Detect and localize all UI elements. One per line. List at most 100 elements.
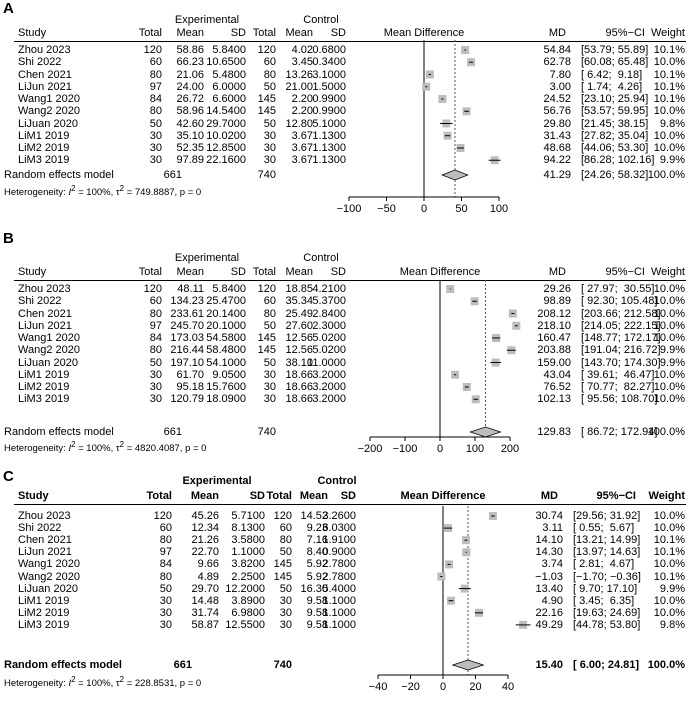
study-name: LiM1 2019: [18, 594, 70, 607]
exp-mean: 216.44: [170, 344, 204, 357]
het-i2-value: = 100%,: [75, 678, 116, 690]
weight-value: 10.1%: [653, 93, 685, 105]
control-header: Control: [317, 475, 357, 487]
ctl-sd: 0.6800: [312, 44, 346, 56]
control-header: Control: [303, 252, 339, 264]
pooled-diamond: [451, 659, 485, 671]
study-name: Wang1 2020: [18, 93, 80, 105]
exp-sd: 10.0200: [206, 129, 246, 142]
pooled-weight: 100.0%: [647, 169, 685, 181]
exp-mean: 42.60: [176, 117, 204, 130]
exp-mean: 197.10: [170, 356, 204, 369]
exp-sd: 29.7000: [206, 117, 246, 130]
pooled-ctl-total: 740: [273, 659, 292, 671]
ci-header: 95%−CI: [605, 27, 645, 39]
pooled-ci: [ 86.72; 172.94]: [581, 426, 658, 438]
x-tick-label: −200: [358, 443, 383, 455]
ci-value: [23.10; 25.94]: [581, 93, 649, 105]
ci-value: [27.82; 35.04]: [581, 129, 649, 142]
ctl-mean: 5.92: [306, 558, 328, 571]
md-value: 218.10: [537, 319, 571, 332]
ctl-sd: 1.1000: [322, 618, 356, 631]
exp-total: 97: [159, 546, 172, 559]
ctl-sd: 1.5000: [312, 80, 346, 93]
x-tick-label: 100: [490, 203, 508, 215]
ctl-sd-header: SD: [340, 490, 356, 502]
md-value: 49.29: [535, 618, 563, 631]
exp-total: 30: [149, 142, 162, 154]
x-tick-label: −50: [377, 203, 396, 215]
ci-value: [ 0.55; 5.67]: [573, 522, 635, 535]
ctl-mean: 18.66: [285, 368, 313, 381]
ci-value: [203.66; 212.58]: [581, 307, 661, 320]
ctl-total: 30: [263, 381, 276, 393]
ci-value: [148.77; 172.17]: [581, 332, 661, 344]
ctl-total: 50: [279, 546, 292, 559]
ctl-mean: 21.00: [285, 80, 313, 93]
exp-sd: 18.0900: [206, 393, 246, 406]
mean-difference-header: Mean Difference: [400, 490, 486, 502]
ctl-total: 120: [257, 283, 276, 295]
weight-value: 9.9%: [659, 356, 685, 369]
ctl-total-header: Total: [266, 490, 292, 502]
weight-value: 10.0%: [653, 129, 685, 142]
exp-sd: 8.1300: [231, 522, 265, 535]
md-value: 14.10: [535, 534, 563, 547]
md-value: 3.11: [542, 522, 563, 535]
ctl-total: 30: [263, 129, 276, 142]
exp-sd: 3.8200: [231, 558, 265, 571]
md-value: 98.89: [543, 295, 571, 308]
exp-total: 80: [159, 534, 172, 547]
control-header: Control: [303, 14, 339, 26]
exp-mean-header: Mean: [176, 27, 204, 39]
exp-sd: 6.9800: [231, 606, 265, 619]
ctl-sd: 3.2000: [312, 381, 346, 393]
exp-sd: 12.2000: [225, 582, 265, 595]
ci-header: 95%−CI: [596, 490, 636, 502]
weight-value: 10.1%: [653, 68, 685, 81]
ctl-mean: 12.80: [285, 117, 313, 130]
ctl-total: 30: [263, 368, 276, 381]
exp-mean: 66.23: [176, 56, 204, 69]
exp-sd-header: SD: [249, 490, 265, 502]
weight-value: 10.0%: [653, 558, 685, 571]
ctl-mean: 5.92: [306, 570, 328, 583]
md-value: 31.43: [543, 129, 571, 142]
exp-total: 80: [149, 68, 162, 81]
exp-sd: 15.7600: [206, 381, 246, 393]
ctl-sd-header: SD: [330, 266, 346, 278]
panel-c: C Experimental Control Study Total Mean SD Tota…: [0, 464, 689, 704]
ctl-sd: 11.0000: [307, 356, 346, 369]
study-name: Shi 2022: [18, 56, 62, 69]
exp-total: 30: [149, 381, 162, 393]
exp-sd: 20.1000: [206, 319, 246, 332]
mean-difference-header: Mean Difference: [399, 266, 481, 278]
ctl-mean: 4.02: [291, 44, 313, 56]
weight-value: 10.0%: [653, 510, 685, 522]
superscript: 2: [119, 184, 125, 193]
exp-mean: 4.89: [197, 570, 219, 583]
het-tau-value: = 749.8887, p = 0: [124, 187, 202, 199]
md-value: 203.88: [537, 344, 571, 357]
ctl-sd: 0.9900: [312, 93, 346, 105]
ctl-total: 30: [263, 393, 276, 406]
exp-total: 120: [153, 510, 172, 522]
weight-header: Weight: [648, 490, 685, 502]
md-header: MD: [548, 27, 566, 39]
panel-letter: C: [3, 468, 14, 485]
x-tick-label: 200: [501, 443, 519, 455]
het-prefix: Heterogeneity:: [4, 187, 69, 199]
ctl-mean: 12.56: [285, 344, 313, 357]
ci-value: [ 39.61; 46.47]: [581, 368, 655, 381]
ctl-mean: 3.67: [291, 142, 313, 154]
md-value: 48.68: [543, 142, 571, 154]
ctl-total: 60: [263, 295, 276, 308]
md-value: 159.00: [537, 356, 571, 369]
het-tau: τ: [115, 443, 120, 455]
superscript: 2: [71, 184, 76, 193]
exp-total-header: Total: [138, 27, 162, 39]
exp-total: 50: [149, 117, 162, 130]
exp-mean: 9.66: [197, 558, 219, 571]
x-tick-label: −100: [337, 203, 362, 215]
ctl-sd: 3.1000: [312, 68, 346, 81]
